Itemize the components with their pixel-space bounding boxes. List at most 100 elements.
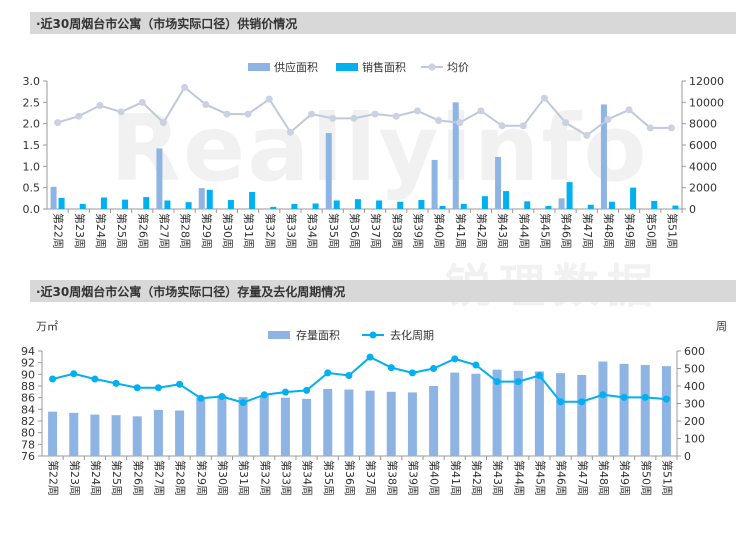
x-tick-label: 第23周 [68, 460, 82, 496]
left-tick-label: 84 [21, 403, 35, 416]
stock-bar [280, 397, 290, 456]
sales-bar [100, 197, 107, 209]
stock-bar [153, 409, 163, 456]
x-tick-label: 第32周 [258, 460, 272, 496]
sales-bar [333, 200, 340, 209]
x-tick-label: 第26周 [131, 460, 145, 496]
stock-bar [640, 365, 650, 456]
supply-bar [198, 188, 205, 209]
sales-bar [439, 206, 446, 209]
stock-bar [132, 416, 142, 456]
price-point [54, 119, 62, 127]
right-tick-label: 100 [684, 433, 705, 446]
stock-bar [534, 371, 544, 456]
sales-bar [524, 201, 531, 209]
cycle-point [260, 391, 268, 399]
stock-bar [492, 369, 502, 456]
right-tick-label: 0 [684, 450, 691, 463]
left-tick-label: 78 [21, 438, 35, 451]
x-tick-label: 第36周 [343, 460, 357, 496]
cycle-point [451, 355, 459, 363]
price-point [646, 124, 654, 132]
left-tick-label: 86 [21, 392, 35, 405]
stock-bar [619, 363, 629, 456]
sales-bar [164, 200, 171, 209]
cycle-point [176, 380, 184, 388]
legend-price-label: 均价 [447, 61, 469, 74]
stock-bar [386, 391, 396, 456]
x-tick-label: 第35周 [322, 460, 336, 496]
x-tick-label: 第29周 [195, 460, 209, 496]
x-tick-label: 第24周 [94, 213, 108, 249]
right-tick-label: 2000 [689, 182, 717, 195]
left-tick-label: 0.5 [23, 182, 41, 195]
price-point [181, 83, 189, 91]
stock-bar [48, 411, 58, 456]
x-tick-label: 第41周 [454, 213, 468, 249]
right-tick-label: 8000 [689, 118, 717, 131]
stock-bar [175, 410, 185, 456]
price-point [498, 122, 506, 130]
price-point [371, 110, 379, 118]
x-tick-label: 第44周 [512, 460, 526, 496]
left-tick-label: 3.0 [23, 75, 41, 88]
sales-bar [418, 200, 425, 209]
x-tick-label: 第48周 [602, 213, 616, 249]
sales-bar [185, 202, 192, 209]
price-point [562, 119, 570, 127]
left-tick-label: 94 [21, 345, 35, 358]
price-point [583, 131, 591, 139]
price-point [265, 95, 273, 103]
price-point [286, 128, 294, 136]
cycle-point [408, 369, 416, 377]
right-tick-label: 300 [684, 398, 705, 411]
x-tick-label: 第28周 [179, 213, 193, 249]
x-tick-label: 第28周 [174, 460, 188, 496]
x-tick-label: 第36周 [348, 213, 362, 249]
sales-bar [227, 200, 234, 209]
supply-bar [495, 156, 502, 209]
cycle-point [70, 370, 78, 378]
x-tick-label: 第35周 [327, 213, 341, 249]
left-tick-label: 76 [21, 450, 35, 463]
sales-bar [354, 199, 361, 209]
supply-bar [558, 198, 565, 209]
x-tick-label: 第51周 [665, 213, 679, 249]
price-point [456, 119, 464, 127]
legend-stock-label: 存量面积 [296, 328, 340, 342]
cycle-point [493, 378, 501, 386]
x-tick-label: 第27周 [157, 213, 171, 249]
x-tick-label: 第33周 [279, 460, 293, 496]
chart1-legend: 供应面积 销售面积 均价 [248, 60, 469, 74]
x-tick-label: 第25周 [115, 213, 129, 249]
x-tick-label: 第33周 [284, 213, 298, 249]
x-tick-label: 第37周 [364, 460, 378, 496]
cycle-point [620, 393, 628, 401]
cycle-point [324, 369, 332, 377]
stock-bar [323, 388, 333, 456]
sales-bar [143, 197, 150, 209]
cycle-point [154, 384, 162, 392]
sales-bar [249, 191, 256, 209]
cycle-point [133, 384, 141, 392]
price-point [329, 114, 337, 122]
price-point [540, 94, 548, 102]
cycle-point [112, 379, 120, 387]
stock-bar [238, 397, 248, 456]
cycle-point [366, 353, 374, 361]
right-tick-label: 6000 [689, 139, 717, 152]
stock-bar [90, 414, 100, 456]
x-tick-label: 第30周 [221, 213, 235, 249]
x-tick-label: 第41周 [449, 460, 463, 496]
price-point [202, 100, 210, 108]
chart2-header-bar: ·近30周烟台市公寓（市场实际口径）存量及去化周期情况 [30, 280, 736, 302]
sales-bar [206, 189, 213, 209]
stock-bar [196, 397, 206, 456]
x-tick-label: 第43周 [491, 460, 505, 496]
sales-bar [503, 191, 510, 209]
x-tick-label: 第24周 [89, 460, 103, 496]
cycle-point [91, 375, 99, 383]
price-point [117, 108, 125, 116]
sales-bar [672, 205, 679, 209]
right-tick-label: 10000 [689, 96, 724, 109]
